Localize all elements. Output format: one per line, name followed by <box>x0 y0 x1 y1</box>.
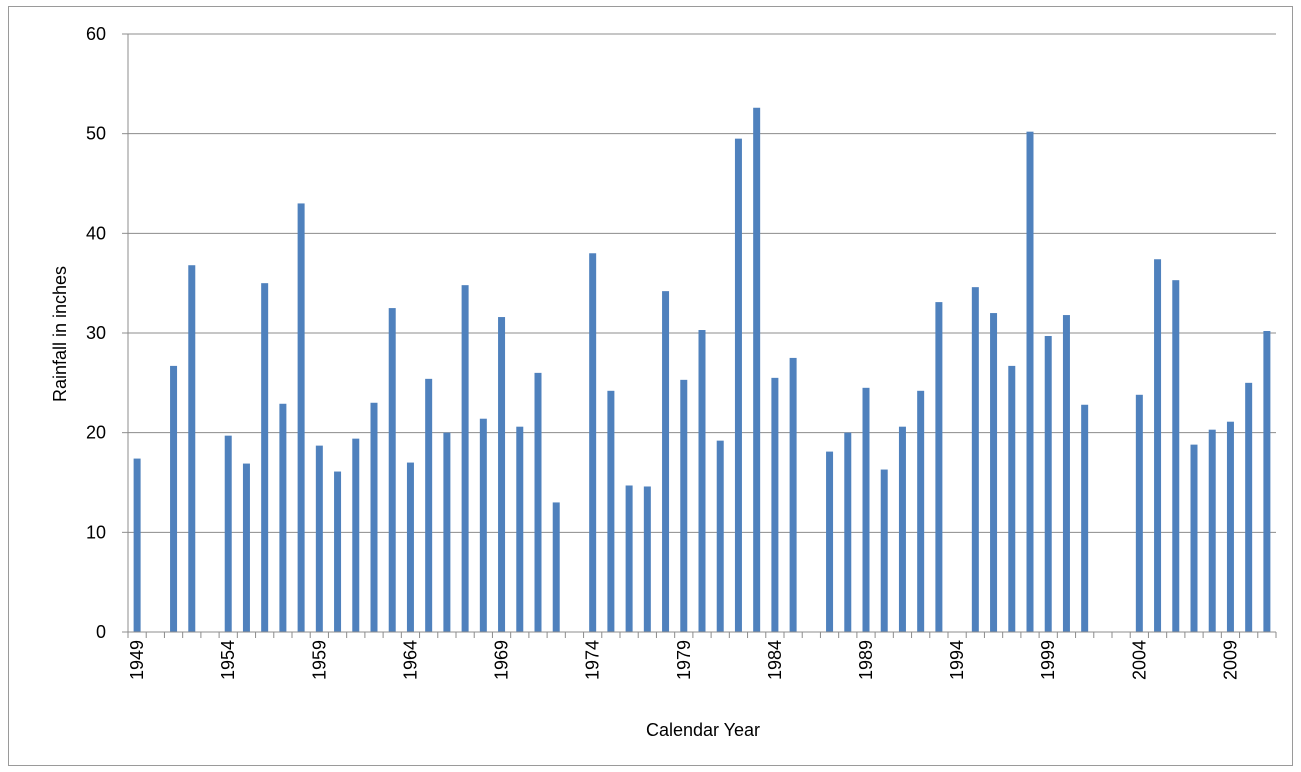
bar-1988 <box>844 432 852 632</box>
bar-1962 <box>370 402 378 632</box>
bar-1979 <box>680 379 688 632</box>
x-tick-label: 1999 <box>1038 640 1058 680</box>
bar-1976 <box>625 485 633 632</box>
bar-1969 <box>498 317 506 632</box>
x-tick-label: 1969 <box>492 640 512 680</box>
bar-1959 <box>315 445 323 632</box>
bar-1995 <box>971 287 979 632</box>
bar-1968 <box>479 418 487 632</box>
bar-1977 <box>643 486 651 632</box>
x-tick-label: 1994 <box>947 640 967 680</box>
y-tick-label: 20 <box>86 423 106 443</box>
y-tick-label: 30 <box>86 323 106 343</box>
bar-1957 <box>279 403 287 632</box>
y-axis-title: Rainfall in inches <box>50 266 70 402</box>
x-tick-label: 1949 <box>127 640 147 680</box>
bar-1952 <box>188 265 196 632</box>
x-tick-labels: 1949 1954 1959 1964 1969 1974 1979 1984 1989 1994… <box>127 640 1240 680</box>
bar-1987 <box>826 451 834 632</box>
bar-1978 <box>662 291 670 632</box>
bar-2011 <box>1263 331 1271 632</box>
bar-2008 <box>1208 429 1216 632</box>
bar-2004 <box>1135 394 1143 632</box>
bar-1964 <box>406 462 414 632</box>
bar-2000 <box>1062 315 1070 632</box>
y-tick-label: 40 <box>86 223 106 243</box>
bar-1996 <box>990 313 998 632</box>
bar-1949 <box>133 458 141 632</box>
bar-1972 <box>552 502 560 632</box>
bar-1990 <box>880 469 888 632</box>
bar-1971 <box>534 372 542 632</box>
bar-1981 <box>716 440 724 632</box>
bar-2001 <box>1081 404 1089 632</box>
bar-1958 <box>297 203 305 632</box>
x-tick-label: 2009 <box>1220 640 1240 680</box>
bar-1967 <box>461 285 469 632</box>
bar-1985 <box>789 357 797 632</box>
y-tick-label: 10 <box>86 522 106 542</box>
bar-2009 <box>1226 421 1234 632</box>
x-tick-label: 2004 <box>1129 640 1149 680</box>
bar-2005 <box>1154 259 1162 632</box>
x-tick-label: 1989 <box>856 640 876 680</box>
x-axis-title: Calendar Year <box>646 720 760 740</box>
bar-1984 <box>771 377 779 632</box>
y-tick-label: 60 <box>86 24 106 44</box>
bar-1956 <box>261 283 269 632</box>
bar-1960 <box>334 471 342 632</box>
bar-1989 <box>862 387 870 632</box>
bar-1970 <box>516 426 524 632</box>
bar-1992 <box>917 390 925 632</box>
bar-2006 <box>1172 280 1180 632</box>
x-tick-label: 1964 <box>400 640 420 680</box>
bar-1961 <box>352 438 360 632</box>
bar-1980 <box>698 330 706 632</box>
bar-2007 <box>1190 444 1198 632</box>
bar-1993 <box>935 302 943 632</box>
y-tick-label: 0 <box>96 622 106 642</box>
x-tick-label: 1974 <box>583 640 603 680</box>
bar-1999 <box>1044 335 1052 632</box>
y-tick-labels: 0 10 20 30 40 50 60 <box>86 24 106 642</box>
bars <box>133 107 1271 632</box>
bar-1965 <box>425 378 433 632</box>
axes <box>122 33 1277 638</box>
bar-1975 <box>607 390 615 632</box>
bar-1974 <box>589 253 597 632</box>
bar-1954 <box>224 435 232 632</box>
bar-1991 <box>898 426 906 632</box>
bar-1983 <box>753 107 761 632</box>
bar-1982 <box>734 138 742 632</box>
bar-1951 <box>170 365 178 632</box>
bar-1966 <box>443 432 451 632</box>
x-tick-label: 1959 <box>309 640 329 680</box>
x-tick-label: 1979 <box>674 640 694 680</box>
x-tick-label: 1954 <box>218 640 238 680</box>
bar-1955 <box>242 463 250 632</box>
x-tick-label: 1984 <box>765 640 785 680</box>
chart-frame <box>8 6 1293 766</box>
bar-1998 <box>1026 131 1034 632</box>
y-tick-label: 50 <box>86 124 106 144</box>
bar-1997 <box>1008 365 1016 632</box>
bar-2010 <box>1245 382 1253 632</box>
bar-1963 <box>388 308 396 632</box>
